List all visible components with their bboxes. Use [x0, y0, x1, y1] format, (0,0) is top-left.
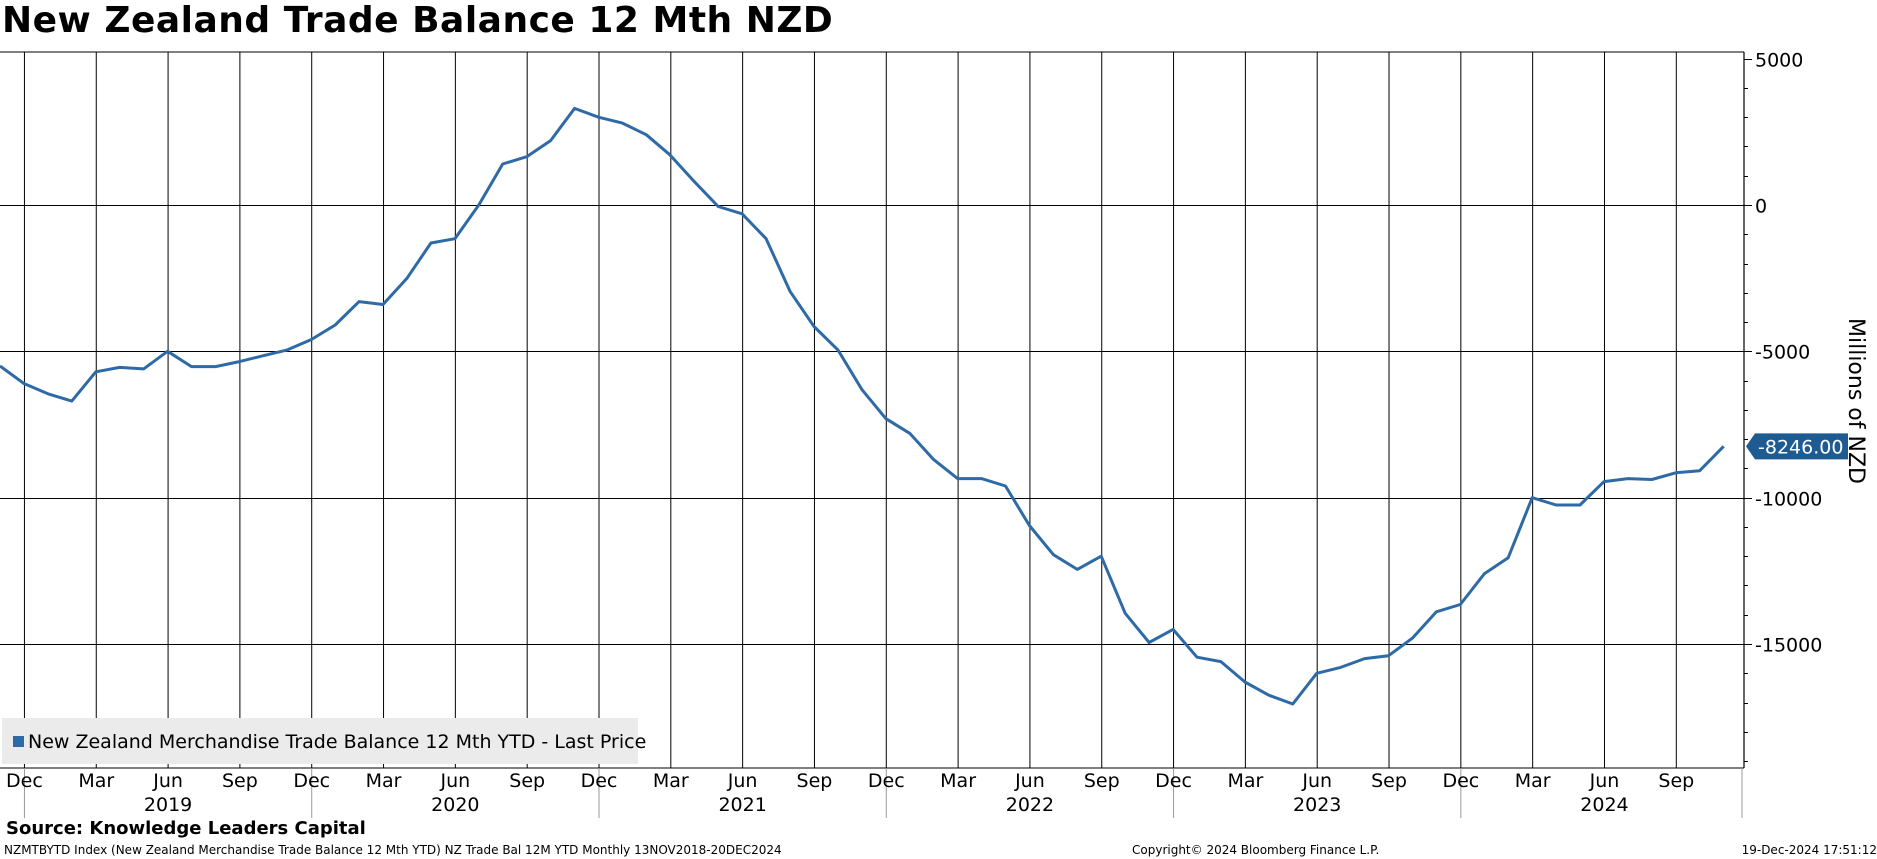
x-tick-label: Mar	[653, 770, 689, 792]
y-tick-label: -15000	[1755, 635, 1822, 657]
legend-label: New Zealand Merchandise Trade Balance 12…	[28, 731, 646, 753]
last-value-label: -8246.00	[1758, 436, 1843, 458]
y-tick-label: -10000	[1755, 489, 1822, 511]
plot-frame	[0, 51, 1745, 769]
footer-copyright: Copyright© 2024 Bloomberg Finance L.P.	[1132, 843, 1380, 857]
x-tick-label: Dec	[6, 770, 43, 792]
x-tick-label: Sep	[1371, 770, 1407, 792]
x-tick-label: Mar	[1515, 770, 1551, 792]
series-layer	[0, 106, 1725, 706]
x-tick-label: Mar	[1227, 770, 1263, 792]
footer-timestamp: 19-Dec-2024 17:51:12	[1741, 843, 1877, 857]
x-tick-label: Sep	[509, 770, 545, 792]
x-tick-label: Dec	[293, 770, 330, 792]
x-tick-label: Mar	[78, 770, 114, 792]
vertical-gridlines	[23, 52, 1743, 818]
x-tick-label: Jun	[1014, 770, 1045, 792]
x-year-label: 2022	[1006, 794, 1054, 816]
source-note: Source: Knowledge Leaders Capital	[6, 818, 366, 839]
footer-index-description: NZMTBYTD Index (New Zealand Merchandise …	[4, 843, 782, 857]
legend-swatch	[13, 736, 24, 747]
x-tick-label: Jun	[440, 770, 471, 792]
x-tick-label: Sep	[797, 770, 833, 792]
y-tick-label: 5000	[1755, 50, 1803, 72]
x-tick-label: Dec	[868, 770, 905, 792]
y-tick-label: -5000	[1755, 342, 1810, 364]
x-tick-label: Jun	[727, 770, 758, 792]
x-year-label: 2019	[144, 794, 192, 816]
x-tick-label: Sep	[1658, 770, 1694, 792]
x-tick-label: Sep	[222, 770, 258, 792]
x-year-label: 2024	[1580, 794, 1628, 816]
legend: New Zealand Merchandise Trade Balance 12…	[2, 718, 646, 764]
x-tick-label: Sep	[1084, 770, 1120, 792]
y-tick-label: 0	[1755, 196, 1767, 218]
x-tick-label: Jun	[1589, 770, 1620, 792]
x-tick-label: Mar	[366, 770, 402, 792]
x-tick-label: Jun	[1301, 770, 1332, 792]
last-value-badge	[1746, 433, 1848, 460]
x-year-label: 2023	[1293, 794, 1341, 816]
x-year-label: 2021	[718, 794, 766, 816]
x-axis: Dec Mar Jun Sep Dec Mar Jun Sep Dec Mar Jun Sep Dec M…	[6, 770, 1694, 816]
y-axis: 5000 0 -5000 -10000 -15000 -8246.00	[1744, 50, 1848, 762]
x-tick-label: Mar	[940, 770, 976, 792]
series-line	[0, 106, 1725, 706]
x-tick-label: Dec	[581, 770, 618, 792]
horizontal-gridlines	[0, 205, 1744, 645]
x-tick-label: Jun	[152, 770, 183, 792]
x-tick-label: Dec	[1442, 770, 1479, 792]
x-tick-label: Dec	[1155, 770, 1192, 792]
x-year-label: 2020	[431, 794, 479, 816]
y-axis-title: Millions of NZD	[1843, 318, 1868, 484]
legend-background	[2, 718, 638, 764]
chart-title: New Zealand Trade Balance 12 Mth NZD	[2, 0, 834, 41]
